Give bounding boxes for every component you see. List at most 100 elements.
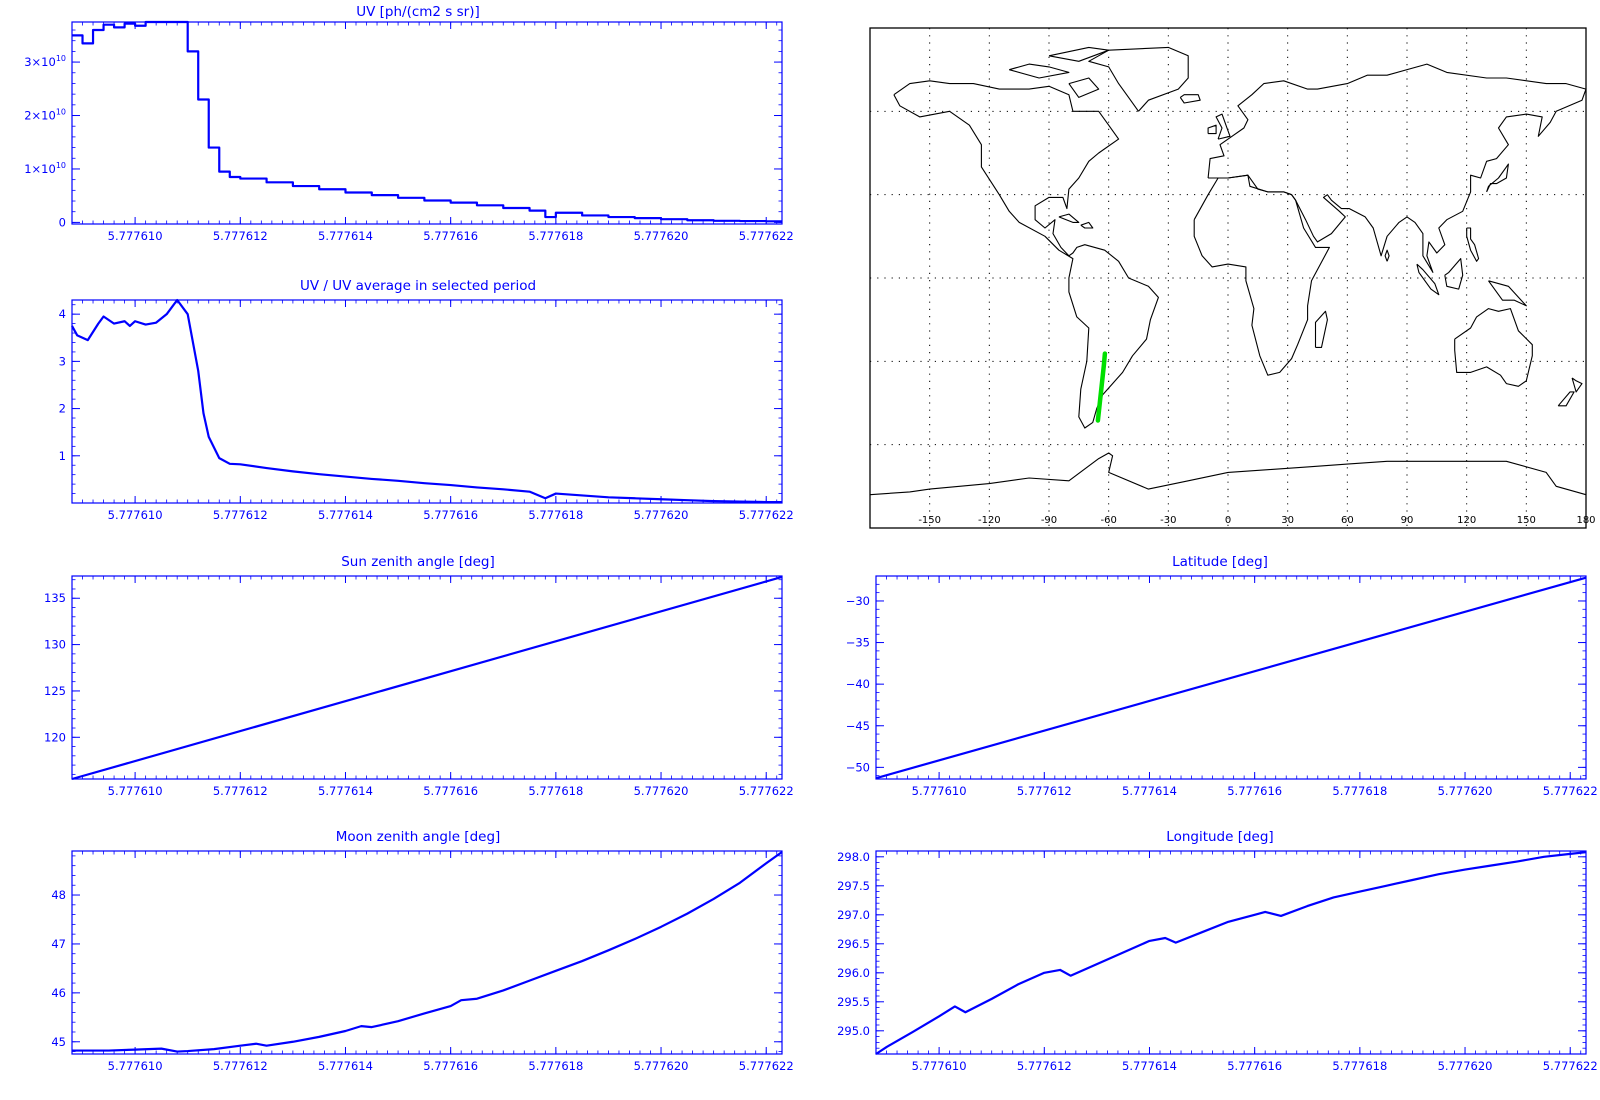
- sun-x-tick-label: 5.777622: [739, 784, 794, 798]
- moon-x-tick-label: 5.777610: [108, 1059, 163, 1073]
- moon-zenith-chart: Moon zenith angle [deg] 5.777610 5.777612…: [51, 829, 793, 1073]
- sun-y-tick-label: 130: [44, 638, 66, 652]
- lat-frame: [875, 575, 1587, 780]
- lat-x-tick-label: 5.777620: [1438, 784, 1493, 798]
- latitude-chart-title: Latitude [deg]: [1172, 554, 1268, 570]
- uv-x-tick-label: 5.777622: [739, 229, 794, 243]
- lon-y-tick-label: 297.0: [837, 908, 870, 922]
- longitude-chart: Longitude [deg] 5.777610 5.777612 5.777614…: [837, 829, 1598, 1073]
- coastline: [893, 80, 1159, 429]
- sun-x-tick-label: 5.777610: [108, 784, 163, 798]
- uvratio-frame: [71, 299, 783, 504]
- map-lon-label: 120: [1457, 515, 1476, 526]
- sun-x-tick-label: 5.777620: [634, 784, 689, 798]
- satellite-track: [1095, 351, 1108, 423]
- lon-y-tick-label: 295.5: [837, 995, 870, 1009]
- lon-x-tick-label: 5.777612: [1017, 1059, 1072, 1073]
- sun-y-tick-label: 120: [44, 730, 66, 744]
- lat-x-tick-label: 5.777622: [1543, 784, 1598, 798]
- uv-frame: [71, 21, 783, 225]
- map-lon-label: -60: [1100, 515, 1116, 526]
- sun-x-tick-label: 5.777612: [213, 784, 268, 798]
- coastline: [1384, 249, 1390, 262]
- map-lon-label: -120: [978, 515, 1001, 526]
- uv-x-tick-label: 5.777618: [528, 229, 583, 243]
- uv-y-tick-exp: 10: [56, 54, 66, 63]
- uv-chart: UV [ph/(cm2 s sr)] 5.777610 5.777612 5.777…: [24, 4, 793, 243]
- moon-x-tick-label: 5.777616: [423, 1059, 478, 1073]
- lon-x-tick-label: 5.777618: [1332, 1059, 1387, 1073]
- uvratio-x-tick-label: 5.777614: [318, 508, 373, 522]
- lat-y-tick-label: −35: [846, 636, 870, 650]
- sun-y-tick-label: 135: [44, 591, 66, 605]
- coastline: [1571, 377, 1583, 393]
- coastline: [1193, 174, 1330, 376]
- sun-x-tick-label: 5.777616: [423, 784, 478, 798]
- lat-x-tick-label: 5.777614: [1122, 784, 1177, 798]
- coastline: [1466, 227, 1480, 262]
- coastline: [1179, 94, 1201, 104]
- uvratio-y-tick-label: 3: [59, 354, 66, 368]
- coastline: [1215, 113, 1231, 140]
- uv-y-tick-base: 2×10: [24, 109, 56, 123]
- lon-y-tick-label: 296.0: [837, 966, 870, 980]
- uv-y-tick-exp: 10: [56, 161, 66, 170]
- uv-ratio-chart: UV / UV average in selected period 5.777…: [59, 278, 794, 522]
- coastline: [1088, 46, 1189, 112]
- uv-y-tick-label: 1×1010: [24, 161, 66, 176]
- sun-zenith-chart: Sun zenith angle [deg] 5.777610 5.777612 5…: [44, 554, 794, 798]
- map-lon-label: -30: [1160, 515, 1176, 526]
- uv-x-tick-label: 5.777612: [213, 229, 268, 243]
- uvratio-y-tick-label: 1: [59, 449, 66, 463]
- uv-y-tick-base: 3×10: [24, 55, 56, 69]
- coastline: [1058, 213, 1080, 223]
- moon-x-tick-label: 5.777622: [739, 1059, 794, 1073]
- uv-y-tick-base: 1×10: [24, 162, 56, 176]
- coastline: [1009, 63, 1070, 79]
- lat-series-line: [875, 576, 1587, 780]
- lon-y-tick-label: 298.0: [837, 850, 870, 864]
- moon-x-tick-label: 5.777620: [634, 1059, 689, 1073]
- uv-x-tick-label: 5.777614: [318, 229, 373, 243]
- lon-y-tick-label: 295.0: [837, 1024, 870, 1038]
- map-lon-label: 30: [1281, 515, 1294, 526]
- lat-x-tick-label: 5.777610: [912, 784, 967, 798]
- lat-x-tick-label: 5.777616: [1227, 784, 1282, 798]
- coastline: [1068, 77, 1100, 98]
- map-lon-label: 90: [1401, 515, 1414, 526]
- moon-y-tick-label: 48: [51, 888, 66, 902]
- sun-frame: [71, 575, 783, 780]
- uv-y-tick-label: 3×1010: [24, 54, 66, 69]
- uvratio-y-tick-label: 2: [59, 402, 66, 416]
- uv-x-tick-label: 5.777616: [423, 229, 478, 243]
- moon-x-tick-label: 5.777614: [318, 1059, 373, 1073]
- map-lon-label: 0: [1225, 515, 1231, 526]
- lat-y-tick-label: −45: [846, 719, 870, 733]
- uv-ratio-chart-title: UV / UV average in selected period: [300, 278, 536, 294]
- uvratio-x-tick-label: 5.777616: [423, 508, 478, 522]
- lat-y-tick-label: −30: [846, 594, 870, 608]
- sun-x-tick-label: 5.777614: [318, 784, 373, 798]
- uvratio-x-tick-label: 5.777612: [213, 508, 268, 522]
- moon-y-tick-label: 47: [51, 937, 66, 951]
- sun-y-tick-label: 125: [44, 684, 66, 698]
- coastline: [1314, 310, 1328, 348]
- latitude-chart: Latitude [deg] 5.777610 5.777612 5.777614 5…: [846, 554, 1598, 798]
- sun-zenith-chart-title: Sun zenith angle [deg]: [341, 554, 495, 570]
- coastline: [1080, 221, 1094, 229]
- uv-series-line: [72, 20, 782, 223]
- lon-y-tick-label: 297.5: [837, 879, 870, 893]
- coastline: [869, 452, 1587, 496]
- lat-y-tick-label: −40: [846, 677, 870, 691]
- lon-x-tick-label: 5.777620: [1438, 1059, 1493, 1073]
- uvratio-x-tick-label: 5.777618: [528, 508, 583, 522]
- coastline: [1488, 280, 1527, 307]
- lon-series-line: [875, 851, 1587, 1055]
- map-lon-label: 60: [1341, 515, 1354, 526]
- lon-x-tick-label: 5.777622: [1543, 1059, 1598, 1073]
- uv-x-tick-label: 5.777620: [634, 229, 689, 243]
- longitude-chart-title: Longitude [deg]: [1166, 829, 1273, 845]
- map-lon-label: 150: [1517, 515, 1536, 526]
- uv-y-tick-exp: 10: [56, 108, 66, 117]
